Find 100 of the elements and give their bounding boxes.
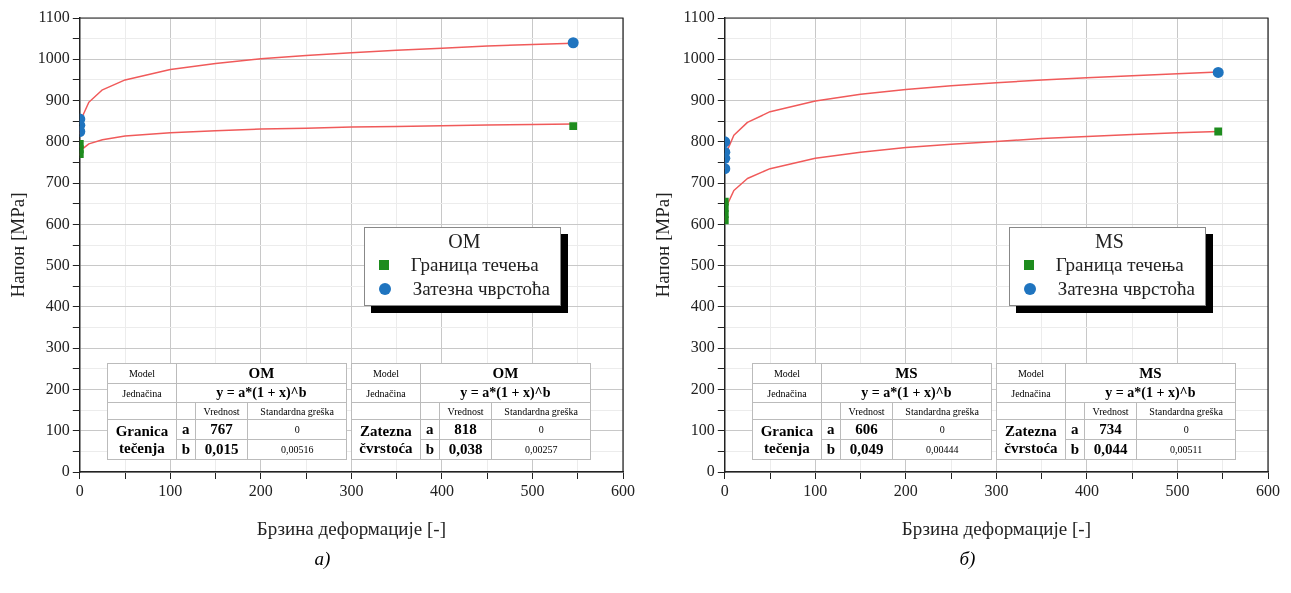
text: a) bbox=[313, 548, 332, 570]
y-tick-label: 700 bbox=[45, 173, 70, 191]
annotation: 0,00257 bbox=[491, 439, 591, 460]
annotation: Model bbox=[752, 363, 822, 384]
y-tick-label: 200 bbox=[690, 379, 715, 397]
y-tick-label: 400 bbox=[690, 297, 715, 315]
annotation: OM bbox=[176, 363, 347, 384]
y-tick-label: 0 bbox=[61, 462, 70, 480]
annotation: a bbox=[176, 419, 196, 440]
y-tick-label: 400 bbox=[45, 297, 70, 315]
x-tick-label: 500 bbox=[520, 481, 545, 499]
annotation: 0 bbox=[247, 419, 347, 440]
legend-label: Затезна чврстоћа bbox=[1057, 276, 1195, 301]
legend-title: OM bbox=[447, 229, 482, 253]
annotation: Standardna greška bbox=[247, 402, 347, 420]
annotation: a bbox=[821, 419, 841, 440]
annotation: 818 bbox=[439, 419, 492, 440]
legend-title: MS bbox=[1093, 229, 1125, 253]
y-tick-label: 700 bbox=[690, 173, 715, 191]
annotation: b bbox=[1065, 439, 1085, 460]
x-tick-label: 200 bbox=[248, 481, 273, 499]
y-tick-label: 1100 bbox=[38, 8, 70, 26]
annotation: Vrednost bbox=[840, 402, 893, 420]
y-tick-label: 100 bbox=[45, 420, 70, 438]
y-tick-label: 1100 bbox=[683, 8, 715, 26]
annotation: Standardna greška bbox=[892, 402, 992, 420]
annotation: 0,00516 bbox=[247, 439, 347, 460]
annotation: y = a*(1 + x)^b bbox=[176, 383, 347, 403]
x-axis-title: Брзина деформације [-] bbox=[256, 517, 446, 539]
annotation: 606 bbox=[840, 419, 893, 440]
y-tick-label: 500 bbox=[45, 255, 70, 273]
x-tick-label: 0 bbox=[720, 481, 729, 499]
x-tick-label: 600 bbox=[1256, 481, 1280, 499]
annotation: 734 bbox=[1084, 419, 1137, 440]
y-tick-label: 100 bbox=[690, 420, 715, 438]
annotation: OM bbox=[420, 363, 591, 384]
annotation: Model bbox=[107, 363, 177, 384]
annotation: 0 bbox=[491, 419, 591, 440]
y-tick-label: 300 bbox=[690, 338, 715, 356]
annotation: a bbox=[1065, 419, 1085, 440]
annotation: Granica tečenja bbox=[752, 419, 822, 460]
annotation: 0,049 bbox=[840, 439, 893, 460]
x-tick-label: 300 bbox=[339, 481, 364, 499]
annotation: MS bbox=[1065, 363, 1236, 384]
x-tick-label: 200 bbox=[893, 481, 918, 499]
annotation: 767 bbox=[195, 419, 248, 440]
y-tick-label: 600 bbox=[45, 214, 70, 232]
y-tick-label: 500 bbox=[690, 255, 715, 273]
annotation: 0 bbox=[892, 419, 992, 440]
annotation: Standardna greška bbox=[491, 402, 591, 420]
annotation: Zatezna čvrstoća bbox=[351, 419, 421, 460]
x-tick-label: 500 bbox=[1165, 481, 1190, 499]
annotation: MS bbox=[821, 363, 992, 384]
x-tick-label: 600 bbox=[611, 481, 635, 499]
y-axis-title: Напон [MPa] bbox=[652, 192, 674, 298]
annotation: 0,00511 bbox=[1136, 439, 1236, 460]
annotation: Granica tečenja bbox=[107, 419, 177, 460]
annotation: Jednačina bbox=[752, 383, 822, 403]
annotation: Vrednost bbox=[195, 402, 248, 420]
annotation: b bbox=[821, 439, 841, 460]
annotation: y = a*(1 + x)^b bbox=[1065, 383, 1236, 403]
text: б) bbox=[958, 548, 977, 570]
y-tick-label: 1000 bbox=[37, 49, 70, 67]
y-tick-label: 1000 bbox=[682, 49, 715, 67]
annotation: 0,00444 bbox=[892, 439, 992, 460]
annotation: Standardna greška bbox=[1136, 402, 1236, 420]
annotation: Jednačina bbox=[351, 383, 421, 403]
annotation: y = a*(1 + x)^b bbox=[821, 383, 992, 403]
annotation: Jednačina bbox=[107, 383, 177, 403]
y-axis-title: Напон [MPa] bbox=[7, 192, 29, 298]
legend-label: Граница течења bbox=[410, 252, 539, 277]
annotation: 0,038 bbox=[439, 439, 492, 460]
x-tick-label: 400 bbox=[1074, 481, 1099, 499]
y-tick-label: 800 bbox=[690, 132, 715, 150]
y-tick-label: 600 bbox=[690, 214, 715, 232]
annotation: Model bbox=[351, 363, 421, 384]
x-axis-title: Брзина деформације [-] bbox=[901, 517, 1091, 539]
x-tick-label: 100 bbox=[803, 481, 828, 499]
y-tick-label: 300 bbox=[45, 338, 70, 356]
x-tick-label: 400 bbox=[429, 481, 454, 499]
x-tick-label: 300 bbox=[984, 481, 1009, 499]
x-tick-label: 0 bbox=[75, 481, 84, 499]
annotation: Vrednost bbox=[439, 402, 492, 420]
annotation: Jednačina bbox=[996, 383, 1066, 403]
y-tick-label: 900 bbox=[45, 90, 70, 108]
annotation: Vrednost bbox=[1084, 402, 1137, 420]
annotation: b bbox=[420, 439, 440, 460]
annotation: y = a*(1 + x)^b bbox=[420, 383, 591, 403]
y-tick-label: 800 bbox=[45, 132, 70, 150]
annotation: a bbox=[420, 419, 440, 440]
y-tick-label: 0 bbox=[706, 462, 715, 480]
legend-label: Затезна чврстоћа bbox=[412, 276, 550, 301]
annotation: 0 bbox=[1136, 419, 1236, 440]
legend-label: Граница течења bbox=[1055, 252, 1184, 277]
y-tick-label: 900 bbox=[690, 90, 715, 108]
annotation: Zatezna čvrstoća bbox=[996, 419, 1066, 460]
annotation: Model bbox=[996, 363, 1066, 384]
x-tick-label: 100 bbox=[158, 481, 183, 499]
annotation: 0,044 bbox=[1084, 439, 1137, 460]
annotation: 0,015 bbox=[195, 439, 248, 460]
